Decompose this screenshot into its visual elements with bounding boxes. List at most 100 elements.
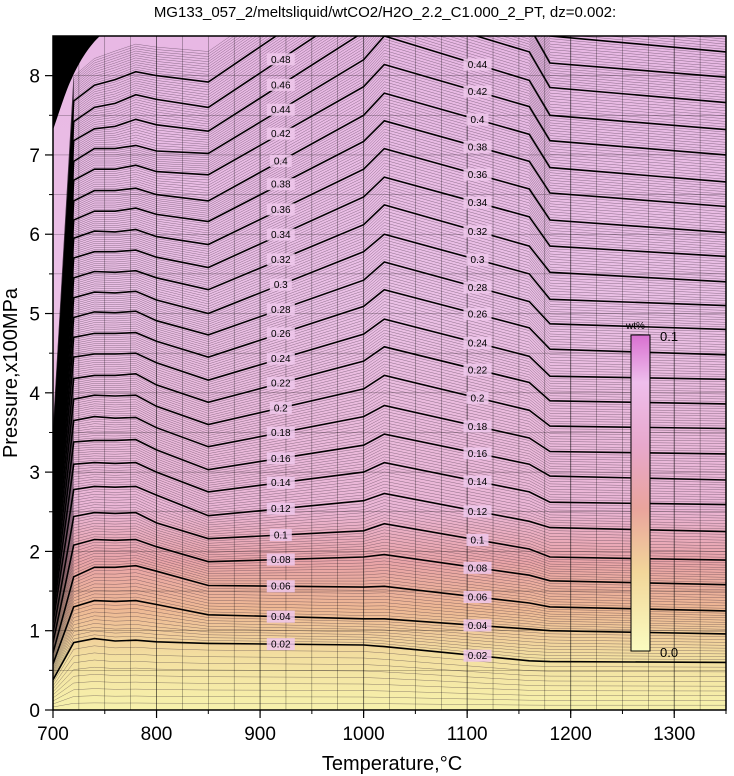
- contour-line-0.28: [53, 261, 726, 560]
- contour-line-0.3: [53, 233, 726, 552]
- contour-line-0.02: [53, 637, 726, 681]
- x-tick-label: 1300: [653, 724, 695, 745]
- contour-label: 0.16: [271, 454, 291, 465]
- contour-label-background: [269, 401, 292, 414]
- contour-label-background: [466, 391, 489, 404]
- contour-label-background: [266, 203, 295, 216]
- x-tick-label: 1100: [447, 724, 488, 745]
- plot-area: 0.02 0.02 0.04 0.04 0.06 0.06 0.08 0.08 0.1 0.1 0.…: [53, 36, 726, 710]
- contour-label-background: [466, 113, 489, 126]
- contour-label: 0.38: [468, 142, 488, 153]
- contour-label: 0.02: [468, 651, 488, 662]
- contour-label-background: [266, 103, 295, 116]
- contour-label: 0.34: [468, 198, 488, 209]
- contour-line-0.24: [53, 318, 726, 576]
- contour-label-background: [266, 638, 295, 651]
- contour-label: 0.24: [271, 354, 291, 365]
- contour-label-background: [463, 196, 492, 209]
- contour-label-background: [266, 553, 295, 566]
- plot-frame: [52, 35, 727, 711]
- contour-label: 0.16: [468, 449, 488, 460]
- contour-label-background: [266, 253, 295, 266]
- colorbar-max-label: 0.1: [660, 329, 678, 344]
- contour-label: 0.08: [271, 555, 291, 566]
- contour-label: 0.46: [271, 80, 291, 91]
- contour-label: 0.48: [271, 55, 291, 66]
- contour-label: 0.44: [468, 60, 488, 71]
- contour-line-0.42: [53, 63, 726, 500]
- black-unstable-region: [53, 36, 100, 130]
- major-contour-lines: [53, 36, 726, 681]
- contour-line-0.34: [53, 176, 726, 536]
- contour-label: 0.2: [471, 393, 485, 404]
- contour-label: 0.4: [274, 156, 288, 167]
- contour-label: 0.32: [271, 255, 291, 266]
- contour-label: 0.18: [468, 422, 488, 433]
- contour-label-background: [463, 140, 492, 153]
- chart-title: MG133_057_2/meltsliquid/wtCO2/H2O_2.2_C1…: [154, 4, 616, 21]
- contour-label-background: [266, 327, 295, 340]
- contour-label: 0.24: [468, 339, 488, 350]
- y-axis: 0 1 2 3 4 5 6 7 8: [29, 67, 53, 722]
- contour-label-background: [463, 308, 492, 321]
- contour-label: 0.3: [471, 255, 485, 266]
- contour-line-0.44: [53, 36, 726, 489]
- contour-line-0.18: [53, 404, 726, 600]
- contour-label-background: [463, 168, 492, 181]
- contour-label-background: [266, 426, 295, 439]
- contour-line-0.46: [53, 36, 726, 477]
- contour-line-0.4: [53, 92, 726, 512]
- contour-line-0.32: [53, 204, 726, 544]
- contour-line-0.22: [53, 345, 726, 584]
- contour-line-0.06: [53, 564, 726, 654]
- y-tick-label: 7: [29, 146, 40, 167]
- colorbar: wt% 0.1 0.0: [625, 321, 678, 660]
- contour-label-background: [269, 278, 292, 291]
- contour-label-background: [463, 281, 492, 294]
- contour-line-0.36: [53, 147, 726, 528]
- contour-label-background: [266, 228, 295, 241]
- contour-line-0.14: [53, 461, 726, 615]
- contour-line-0.5: [53, 36, 726, 449]
- x-axis: 700 800 900 1000 1100 1200 1300: [37, 710, 727, 745]
- contour-label: 0.04: [271, 612, 291, 623]
- y-tick-label: 8: [29, 67, 40, 88]
- contour-label: 0.1: [471, 535, 485, 546]
- contour-label: 0.42: [468, 87, 488, 98]
- contour-label-background: [266, 502, 295, 515]
- contour-labels: 0.02 0.02 0.04 0.04 0.06 0.06 0.08 0.08 0.1 0.1 0.…: [266, 53, 492, 662]
- y-tick-label: 5: [29, 305, 40, 326]
- contour-label-background: [266, 377, 295, 390]
- x-axis-label: Temperature,°C: [322, 753, 462, 775]
- y-tick-label: 4: [29, 384, 40, 405]
- contour-label: 0.36: [468, 170, 488, 181]
- contour-label-background: [266, 610, 295, 623]
- y-tick-label: 6: [29, 225, 40, 246]
- y-tick-label: 3: [29, 463, 40, 484]
- contour-label-background: [463, 619, 492, 632]
- contour-label: 0.22: [271, 379, 291, 390]
- contour-label-background: [466, 533, 489, 546]
- contour-line-0.2: [53, 374, 726, 592]
- contour-label-background: [266, 580, 295, 593]
- contour-label: 0.4: [471, 115, 485, 126]
- x-tick-label: 1000: [342, 724, 384, 745]
- x-tick-label: 900: [244, 724, 276, 745]
- contour-label-background: [266, 127, 295, 140]
- contour-label-background: [463, 475, 492, 488]
- contour-line-0.38: [53, 119, 726, 520]
- contour-line-0.12: [53, 485, 726, 623]
- contour-label: 0.42: [271, 129, 291, 140]
- contour-line-0.04: [53, 599, 726, 665]
- contour-label-background: [269, 154, 292, 167]
- contour-line-0.48: [53, 36, 726, 465]
- contour-label-background: [463, 85, 492, 98]
- contour-label-background: [463, 420, 492, 433]
- contour-label-background: [463, 561, 492, 574]
- contour-label: 0.06: [271, 582, 291, 593]
- contour-line-0.16: [53, 433, 726, 607]
- y-tick-label: 0: [29, 701, 40, 722]
- contour-label: 0.18: [271, 428, 291, 439]
- contour-label-background: [269, 529, 292, 542]
